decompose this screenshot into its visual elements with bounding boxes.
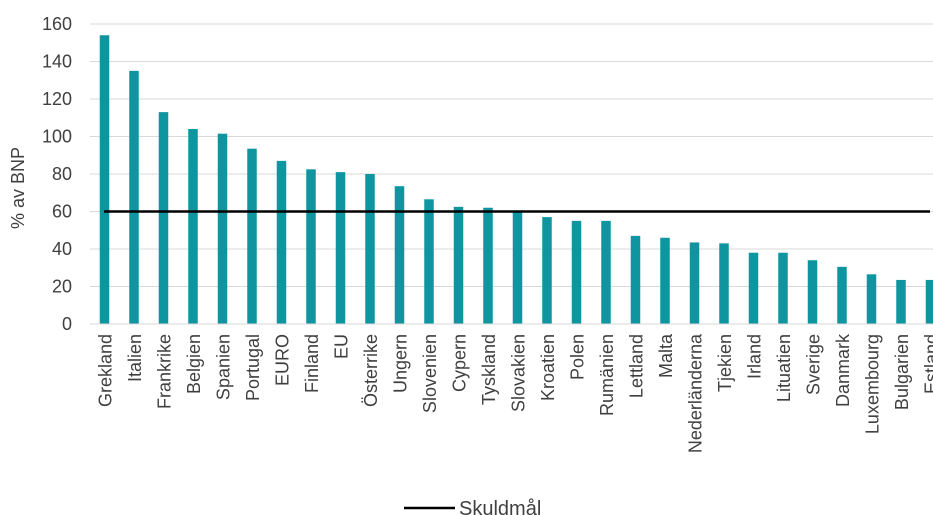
bar: [217, 133, 228, 324]
bar: [394, 186, 405, 324]
x-tick-label: EU: [332, 334, 352, 359]
x-axis-ticks: Grekland Italien Frankrike Belgien Spanien Po…: [96, 333, 933, 453]
bar: [925, 279, 933, 324]
bar: [778, 252, 788, 324]
bar: [365, 174, 375, 324]
bar: [247, 148, 257, 324]
x-tick-label: Cypern: [450, 334, 470, 392]
x-tick-label: Rumänien: [597, 334, 617, 416]
y-tick-label: 120: [42, 89, 72, 109]
x-tick-label: Bulgarien: [892, 334, 912, 410]
y-tick-label: 100: [42, 127, 72, 147]
bar: [837, 266, 847, 324]
x-tick-label: Tjekien: [715, 334, 735, 392]
x-tick-label: Irland: [745, 334, 765, 379]
bar: [689, 242, 700, 324]
bar: [188, 129, 198, 324]
x-tick-label: Estland: [922, 334, 933, 394]
x-tick-label: Grekland: [96, 334, 116, 407]
y-tick-label: 40: [52, 239, 72, 259]
bar: [512, 211, 523, 324]
bar: [483, 207, 493, 324]
x-tick-label: Portugal: [243, 334, 263, 401]
x-tick-label: Lettland: [627, 334, 647, 398]
x-tick-label: Polen: [568, 334, 588, 380]
x-tick-label: Slovenien: [420, 334, 440, 413]
bar: [866, 274, 877, 324]
x-tick-label: Nederländerna: [686, 333, 706, 453]
bar: [896, 279, 906, 324]
y-axis-ticks: 0 20 40 60 80 100 120 140 160: [42, 14, 72, 334]
bar: [276, 160, 287, 324]
bar: [601, 220, 611, 324]
x-tick-label: Danmark: [833, 333, 853, 407]
bar: [335, 172, 346, 324]
x-tick-label: Lituatien: [774, 334, 794, 402]
x-tick-label: Finland: [302, 334, 322, 393]
x-tick-label: Sverige: [804, 334, 824, 395]
bar: [542, 217, 552, 324]
x-tick-label: EURO: [273, 334, 293, 386]
bar: [571, 220, 582, 324]
x-tick-label: Luxembourg: [863, 334, 883, 434]
x-tick-label: Italien: [125, 334, 145, 382]
y-tick-label: 0: [62, 314, 72, 334]
y-tick-label: 20: [52, 277, 72, 297]
x-tick-label: Spanien: [214, 334, 234, 400]
bar: [748, 252, 759, 324]
x-tick-label: Ungern: [391, 334, 411, 393]
legend-label-skuldmal: Skuldmål: [459, 498, 541, 515]
bar: [306, 169, 316, 324]
legend: Skuldmål: [404, 498, 541, 515]
bar: [129, 70, 139, 324]
x-tick-label: Malta: [656, 333, 676, 378]
bar: [424, 199, 434, 324]
bar: [453, 206, 464, 324]
y-tick-label: 80: [52, 164, 72, 184]
gridlines: [90, 23, 933, 287]
bar: [99, 35, 110, 324]
y-tick-label: 140: [42, 52, 72, 72]
x-tick-label: Österrike: [361, 334, 381, 407]
bars: [99, 35, 933, 324]
bar: [807, 260, 818, 324]
bar: [630, 235, 641, 324]
y-axis-label: % av BNP: [8, 147, 28, 229]
x-tick-label: Tyskland: [479, 334, 499, 405]
bar: [158, 112, 169, 324]
x-tick-label: Frankrike: [155, 334, 175, 409]
y-tick-label: 160: [42, 14, 72, 34]
x-tick-label: Slovakien: [509, 334, 529, 412]
bar: [719, 243, 729, 324]
bar: [660, 237, 670, 324]
y-tick-label: 60: [52, 202, 72, 222]
x-tick-label: Kroatien: [538, 334, 558, 401]
x-tick-label: Belgien: [184, 334, 204, 394]
